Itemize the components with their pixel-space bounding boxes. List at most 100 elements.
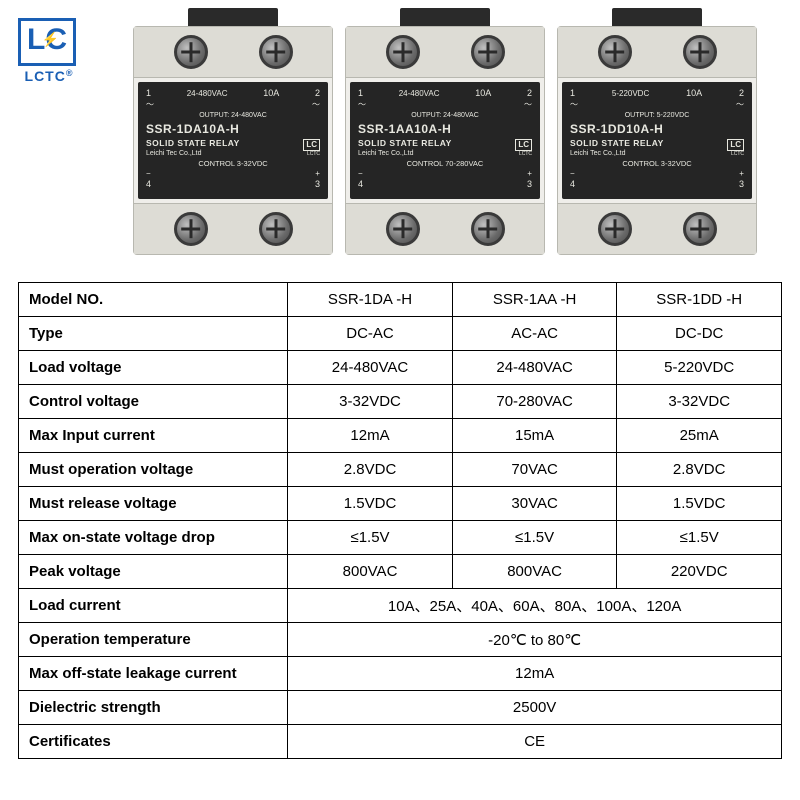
spec-value: 1.5VDC bbox=[617, 487, 782, 521]
spec-label: Dielectric strength bbox=[19, 691, 288, 725]
relay-product: 1 24-480VAC 10A 2 〜〜 OUTPUT: 24-480VAC S… bbox=[133, 8, 333, 255]
wave-icon: 〜 bbox=[358, 100, 366, 110]
spec-label: Type bbox=[19, 317, 288, 351]
spec-value: ≤1.5V bbox=[617, 521, 782, 555]
load-range: 5-220VDC bbox=[612, 89, 649, 99]
spec-value-merged: -20℃ to 80℃ bbox=[288, 623, 782, 657]
control-label: CONTROL 3-32VDC bbox=[146, 159, 320, 169]
terminal-num: 1 bbox=[358, 88, 363, 100]
load-range: 24-480VAC bbox=[187, 89, 228, 99]
terminal-num: 4 bbox=[358, 179, 363, 191]
wave-icon: 〜 bbox=[146, 100, 154, 110]
terminal-num: 2 bbox=[315, 88, 320, 100]
brand-name: Leichi Tec Co.,Ltd bbox=[146, 149, 240, 158]
screw-icon bbox=[683, 212, 717, 246]
relay-body: 1 24-480VAC 10A 2 〜〜 OUTPUT: 24-480VAC S… bbox=[133, 26, 333, 255]
brand-name: Leichi Tec Co.,Ltd bbox=[570, 149, 664, 158]
spec-value: 12mA bbox=[288, 419, 453, 453]
spec-value: 2.8VDC bbox=[288, 453, 453, 487]
wave-icon: 〜 bbox=[524, 100, 532, 110]
model-number: SSR-1AA10A-H bbox=[358, 122, 452, 138]
spec-value: 15mA bbox=[452, 419, 617, 453]
screw-icon bbox=[598, 212, 632, 246]
relay-screws-bottom bbox=[134, 203, 332, 254]
relay-label-plate: 1 24-480VAC 10A 2 〜 〜 OUTPUT: 24-480VAC S… bbox=[350, 82, 540, 199]
table-row: Load voltage24-480VAC24-480VAC5-220VDC bbox=[19, 351, 782, 385]
current-spec: 10A bbox=[475, 88, 491, 100]
product-type: SOLID STATE RELAY bbox=[358, 138, 452, 149]
wave-icon: 〜 bbox=[736, 100, 744, 110]
relay-screws-top bbox=[134, 27, 332, 78]
control-label: CONTROL 70-280VAC bbox=[358, 159, 532, 169]
relay-screws-top bbox=[346, 27, 544, 78]
table-row: Load current10A、25A、40A、60A、80A、100A、120… bbox=[19, 589, 782, 623]
spec-value: 24-480VAC bbox=[288, 351, 453, 385]
spec-table: Model NO.SSR-1DA -HSSR-1AA -HSSR-1DD -HT… bbox=[18, 282, 782, 759]
relay-clip bbox=[188, 8, 278, 26]
control-label: CONTROL 3-32VDC bbox=[570, 159, 744, 169]
spec-label: Load current bbox=[19, 589, 288, 623]
spec-value: SSR-1DD -H bbox=[617, 283, 782, 317]
spec-tbody: Model NO.SSR-1DA -HSSR-1AA -HSSR-1DD -HT… bbox=[19, 283, 782, 759]
terminal-num: 3 bbox=[739, 179, 744, 191]
spec-label: Must operation voltage bbox=[19, 453, 288, 487]
terminal-num: 4 bbox=[570, 179, 575, 191]
spec-value-merged: CE bbox=[288, 725, 782, 759]
spec-label: Operation temperature bbox=[19, 623, 288, 657]
table-row: Max on-state voltage drop≤1.5V≤1.5V≤1.5V bbox=[19, 521, 782, 555]
output-label: OUTPUT: 24-480VAC bbox=[358, 111, 532, 120]
plus-icon: + bbox=[315, 169, 320, 179]
spec-label: Model NO. bbox=[19, 283, 288, 317]
product-type: SOLID STATE RELAY bbox=[570, 138, 664, 149]
plus-icon: + bbox=[739, 169, 744, 179]
relay-clip bbox=[612, 8, 702, 26]
table-row: CertificatesCE bbox=[19, 725, 782, 759]
minus-icon: − bbox=[358, 169, 363, 179]
spec-value: DC-AC bbox=[288, 317, 453, 351]
spec-value: 220VDC bbox=[617, 555, 782, 589]
spec-value: 800VAC bbox=[288, 555, 453, 589]
relay-label-plate: 1 24-480VAC 10A 2 〜〜 OUTPUT: 24-480VAC S… bbox=[138, 82, 328, 199]
spec-label: Peak voltage bbox=[19, 555, 288, 589]
terminal-num: 2 bbox=[739, 88, 744, 100]
terminal-num: 4 bbox=[146, 179, 151, 191]
table-row: Peak voltage800VAC800VAC220VDC bbox=[19, 555, 782, 589]
spec-value: 3-32VDC bbox=[288, 385, 453, 419]
brand-logo: L C ⚡ LCTC® bbox=[18, 18, 80, 84]
output-label: OUTPUT: 24-480VAC bbox=[146, 111, 320, 120]
spec-value: 2.8VDC bbox=[617, 453, 782, 487]
terminal-num: 2 bbox=[527, 88, 532, 100]
relay-label-plate: 1 5-220VDC 10A 2 〜〜 OUTPUT: 5-220VDC SSR… bbox=[562, 82, 752, 199]
screw-icon bbox=[174, 212, 208, 246]
spec-label: Max on-state voltage drop bbox=[19, 521, 288, 555]
lc-badge-icon: LC bbox=[303, 139, 320, 151]
spec-value: 800VAC bbox=[452, 555, 617, 589]
spec-label: Must release voltage bbox=[19, 487, 288, 521]
spec-value: ≤1.5V bbox=[452, 521, 617, 555]
table-row: TypeDC-ACAC-ACDC-DC bbox=[19, 317, 782, 351]
lightning-icon: ⚡ bbox=[42, 31, 59, 48]
table-row: Max off-state leakage current12mA bbox=[19, 657, 782, 691]
relay-product-row: 1 24-480VAC 10A 2 〜 〜 OUTPUT: 24-480VAC S… bbox=[0, 0, 800, 255]
spec-value: 70-280VAC bbox=[452, 385, 617, 419]
relay-product: 1 24-480VAC 10A 2 〜 〜 OUTPUT: 24-480VAC S… bbox=[345, 8, 545, 255]
spec-value-merged: 10A、25A、40A、60A、80A、100A、120A bbox=[288, 589, 782, 623]
spec-value-merged: 2500V bbox=[288, 691, 782, 725]
load-range: 24-480VAC bbox=[399, 89, 440, 99]
relay-clip bbox=[400, 8, 490, 26]
brand-name: Leichi Tec Co.,Ltd bbox=[358, 149, 452, 158]
relay-screws-top bbox=[558, 27, 756, 78]
screw-icon bbox=[386, 212, 420, 246]
minus-icon: − bbox=[146, 169, 151, 179]
spec-value: SSR-1AA -H bbox=[452, 283, 617, 317]
model-number: SSR-1DA10A-H bbox=[146, 122, 240, 138]
terminal-num: 1 bbox=[146, 88, 151, 100]
table-row: Max Input current12mA15mA25mA bbox=[19, 419, 782, 453]
spec-value-merged: 12mA bbox=[288, 657, 782, 691]
spec-value: 25mA bbox=[617, 419, 782, 453]
relay-body: 1 24-480VAC 10A 2 〜 〜 OUTPUT: 24-480VAC S… bbox=[345, 26, 545, 255]
lctc-text: LCTC bbox=[515, 151, 532, 158]
table-row: Model NO.SSR-1DA -HSSR-1AA -HSSR-1DD -H bbox=[19, 283, 782, 317]
spec-value: SSR-1DA -H bbox=[288, 283, 453, 317]
spec-value: 70VAC bbox=[452, 453, 617, 487]
